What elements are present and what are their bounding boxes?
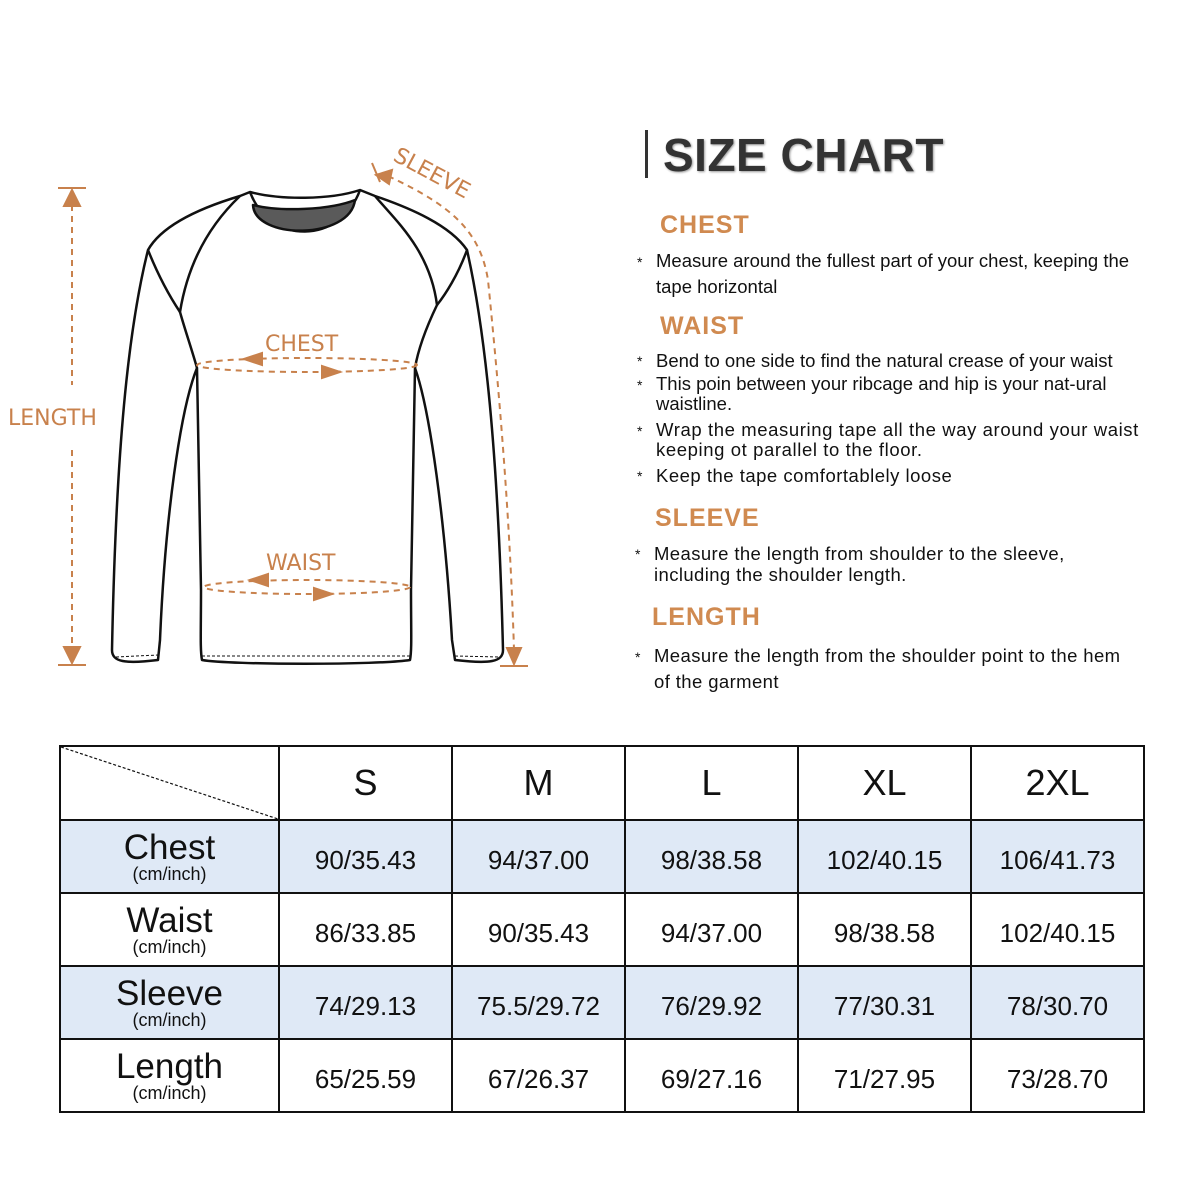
table-cell: 98/38.58 bbox=[797, 892, 972, 967]
table-cell: 76/29.92 bbox=[624, 965, 799, 1040]
bullet: * Measure the length from the shoulder po… bbox=[635, 643, 1134, 695]
measure-arrowheads bbox=[58, 162, 528, 667]
table-cell: 86/33.85 bbox=[278, 892, 453, 967]
measure-guides bbox=[71, 175, 515, 651]
table-row: Sleeve (cm/inch) 74/29.13 75.5/29.72 76/2… bbox=[59, 965, 1145, 1040]
section-heading-chest: CHEST bbox=[660, 211, 750, 239]
table-cell: 77/30.31 bbox=[797, 965, 972, 1040]
bullet: * Bend to one side to find the natural cr… bbox=[637, 350, 1146, 371]
table-cell: 69/27.16 bbox=[624, 1038, 799, 1113]
table-cell: 67/26.37 bbox=[451, 1038, 626, 1113]
table-cell: 90/35.43 bbox=[278, 819, 453, 894]
bullet-marker: * bbox=[637, 468, 643, 484]
row-label-text: Chest bbox=[123, 828, 216, 867]
diagonal-divider bbox=[61, 747, 278, 819]
unit-label: (cm/inch) bbox=[132, 1010, 207, 1030]
table-cell: 90/35.43 bbox=[451, 892, 626, 967]
sleeve-label: SLEEVE bbox=[389, 143, 474, 204]
chest-label: CHEST bbox=[265, 332, 339, 357]
section-heading-waist: WAIST bbox=[660, 312, 745, 340]
row-label-text: Length bbox=[115, 1047, 224, 1086]
table-cell: 73/28.70 bbox=[970, 1038, 1145, 1113]
size-header-2xl: 2XL bbox=[970, 745, 1145, 821]
size-table: S M L XL 2XL Chest (cm/inch) 90/35.43 94/… bbox=[59, 745, 1145, 1113]
section-heading-length: LENGTH bbox=[652, 603, 761, 631]
length-label: LENGTH bbox=[8, 406, 97, 431]
table-row: Waist (cm/inch) 86/33.85 90/35.43 94/37.0… bbox=[59, 892, 1145, 967]
table-cell: 71/27.95 bbox=[797, 1038, 972, 1113]
bullet: * Measure around the fullest part of your… bbox=[637, 248, 1136, 300]
bullet-marker: * bbox=[637, 353, 643, 369]
section-heading-sleeve: SLEEVE bbox=[655, 504, 760, 532]
shirt-diagram: LENGTH CHEST WAIST SLEEVE bbox=[8, 143, 528, 667]
table-cell: 65/25.59 bbox=[278, 1038, 453, 1113]
table-header-row: S M L XL 2XL bbox=[59, 745, 1145, 821]
bullet-marker: * bbox=[635, 546, 641, 562]
bullet: * Measure the length from shoulder to the… bbox=[635, 543, 1134, 585]
title-divider bbox=[645, 130, 648, 178]
bullet-text: Keep the tape comfortablely loose bbox=[656, 465, 953, 486]
size-header-l: L bbox=[624, 745, 799, 821]
row-label: Sleeve (cm/inch) bbox=[59, 965, 280, 1040]
bullet: * Keep the tape comfortablely loose bbox=[637, 465, 1146, 486]
row-label: Chest (cm/inch) bbox=[59, 819, 280, 894]
bullet-marker: * bbox=[637, 254, 643, 270]
table-cell: 106/41.73 bbox=[970, 819, 1145, 894]
page-title: SIZE CHART bbox=[663, 129, 944, 181]
bullet-marker: * bbox=[637, 377, 643, 393]
bullet: * Wrap the measuring tape all the way aro… bbox=[637, 419, 1141, 460]
table-cell: 98/38.58 bbox=[624, 819, 799, 894]
unit-label: (cm/inch) bbox=[132, 864, 207, 884]
unit-label: (cm/inch) bbox=[132, 1083, 207, 1103]
shirt-outline bbox=[110, 188, 505, 665]
bullet-text: Measure around the fullest part of your … bbox=[656, 250, 1130, 297]
row-label: Waist (cm/inch) bbox=[59, 892, 280, 967]
bullet-marker: * bbox=[635, 649, 641, 665]
size-header-s: S bbox=[278, 745, 453, 821]
table-cell: 78/30.70 bbox=[970, 965, 1145, 1040]
size-header-m: M bbox=[451, 745, 626, 821]
bullet-text: Bend to one side to find the natural cre… bbox=[656, 350, 1113, 371]
table-cell: 75.5/29.72 bbox=[451, 965, 626, 1040]
bullet-text: Wrap the measuring tape all the way arou… bbox=[656, 419, 1139, 460]
bullet-text: This poin between your ribcage and hip i… bbox=[656, 373, 1107, 414]
table-row: Length (cm/inch) 65/25.59 67/26.37 69/27.… bbox=[59, 1038, 1145, 1113]
row-label: Length (cm/inch) bbox=[59, 1038, 280, 1113]
unit-label: (cm/inch) bbox=[132, 937, 207, 957]
table-cell: 94/37.00 bbox=[624, 892, 799, 967]
bullet: * This poin between your ribcage and hip … bbox=[637, 373, 1141, 414]
table-cell: 74/29.13 bbox=[278, 965, 453, 1040]
table-cell: 94/37.00 bbox=[451, 819, 626, 894]
row-label-text: Waist bbox=[126, 901, 213, 940]
corner-cell bbox=[59, 745, 280, 821]
waist-label: WAIST bbox=[266, 551, 336, 576]
row-label-text: Sleeve bbox=[115, 974, 224, 1013]
table-cell: 102/40.15 bbox=[970, 892, 1145, 967]
size-header-xl: XL bbox=[797, 745, 972, 821]
bullet-text: Measure the length from the shoulder poi… bbox=[654, 645, 1121, 692]
table-row: Chest (cm/inch) 90/35.43 94/37.00 98/38.5… bbox=[59, 819, 1145, 894]
bullet-text: Measure the length from shoulder to the … bbox=[654, 543, 1065, 585]
bullet-marker: * bbox=[637, 423, 644, 439]
table-cell: 102/40.15 bbox=[797, 819, 972, 894]
